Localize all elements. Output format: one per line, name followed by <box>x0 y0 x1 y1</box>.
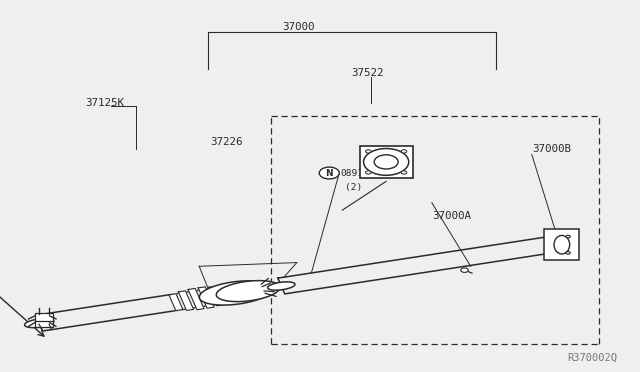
Ellipse shape <box>365 171 371 174</box>
Text: 37000A: 37000A <box>432 211 471 221</box>
Text: 37000B: 37000B <box>532 144 571 154</box>
Text: (2): (2) <box>345 183 362 192</box>
Polygon shape <box>169 294 183 311</box>
Ellipse shape <box>401 150 407 153</box>
Bar <box>360 146 413 178</box>
Polygon shape <box>209 286 224 306</box>
Polygon shape <box>220 286 234 303</box>
Text: R370002Q: R370002Q <box>568 352 618 362</box>
Ellipse shape <box>401 171 407 174</box>
Ellipse shape <box>566 235 570 238</box>
Ellipse shape <box>216 280 280 302</box>
Ellipse shape <box>24 318 54 328</box>
Polygon shape <box>188 288 204 310</box>
Polygon shape <box>179 291 193 311</box>
Text: 37522: 37522 <box>351 68 383 78</box>
Polygon shape <box>198 287 214 308</box>
Ellipse shape <box>566 251 570 254</box>
Bar <box>545 229 579 260</box>
Ellipse shape <box>364 148 409 175</box>
Text: 08918-3401A: 08918-3401A <box>340 169 404 177</box>
Text: N: N <box>326 169 333 177</box>
Ellipse shape <box>374 155 398 169</box>
Text: 37125K: 37125K <box>85 97 124 108</box>
Ellipse shape <box>554 235 570 254</box>
Text: 37000: 37000 <box>282 22 315 32</box>
Bar <box>35 313 53 327</box>
Ellipse shape <box>461 268 468 272</box>
Ellipse shape <box>365 150 371 153</box>
Text: 37226: 37226 <box>211 137 243 147</box>
Ellipse shape <box>199 281 273 305</box>
Ellipse shape <box>319 167 339 179</box>
Ellipse shape <box>268 282 295 290</box>
